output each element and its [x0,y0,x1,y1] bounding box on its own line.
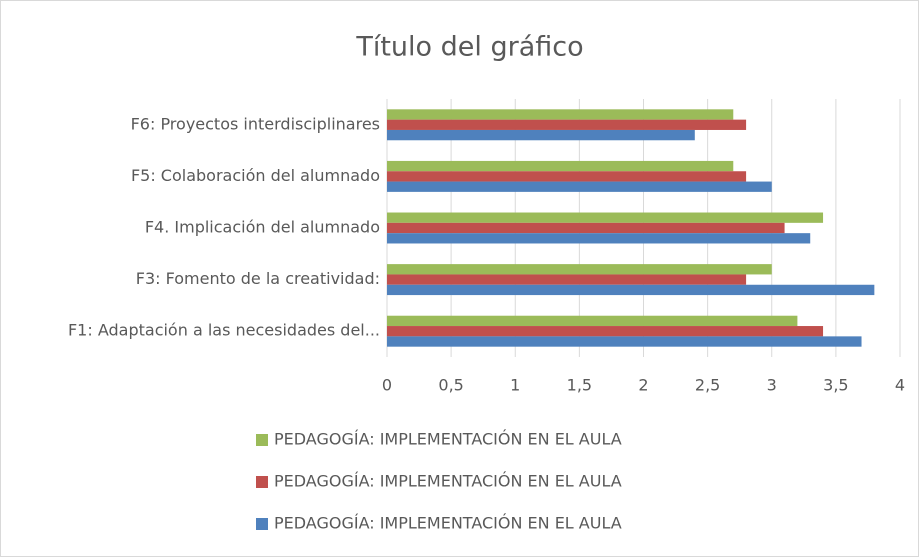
legend-swatch [256,518,268,530]
y-tick-label: F3: Fomento de la creatividad: [136,269,380,288]
x-tick-label: 3 [767,376,777,395]
y-tick-label: F4. Implicación del alumnado [145,218,380,237]
x-tick-label: 2 [638,376,648,395]
y-tick-label: F1: Adaptación a las necesidades del... [68,321,380,340]
x-tick-label: 0 [382,376,392,395]
chart-title: Título del gráfico [355,32,583,63]
bar [387,326,824,337]
bar [387,119,747,130]
bar [387,274,747,285]
y-tick-label: F5: Colaboración del alumnado [131,166,380,185]
x-tick-label: 3,5 [823,376,848,395]
bar [387,109,734,120]
legend-label: PEDAGOGÍA: IMPLEMENTACIÓN EN EL AULA [274,514,622,533]
bar [387,264,772,275]
bar [387,212,824,223]
bar [387,315,798,327]
legend-label: PEDAGOGÍA: IMPLEMENTACIÓN EN EL AULA [274,430,622,449]
bar [387,233,811,244]
bar [387,284,875,296]
x-tick-label: 4 [895,376,905,395]
legend-label: PEDAGOGÍA: IMPLEMENTACIÓN EN EL AULA [274,472,622,491]
x-tick-label: 0,5 [438,376,463,395]
bar [387,129,695,141]
bar [387,181,772,192]
legend-swatch [256,476,268,488]
x-tick-label: 1,5 [567,376,592,395]
legend-swatch [256,434,268,446]
x-tick-label: 1 [510,376,520,395]
bar [387,222,785,234]
bar [387,171,747,182]
y-tick-label: F6: Proyectos interdisciplinares [131,114,380,133]
bar [387,336,862,347]
bar [387,160,734,172]
x-tick-label: 2,5 [695,376,720,395]
